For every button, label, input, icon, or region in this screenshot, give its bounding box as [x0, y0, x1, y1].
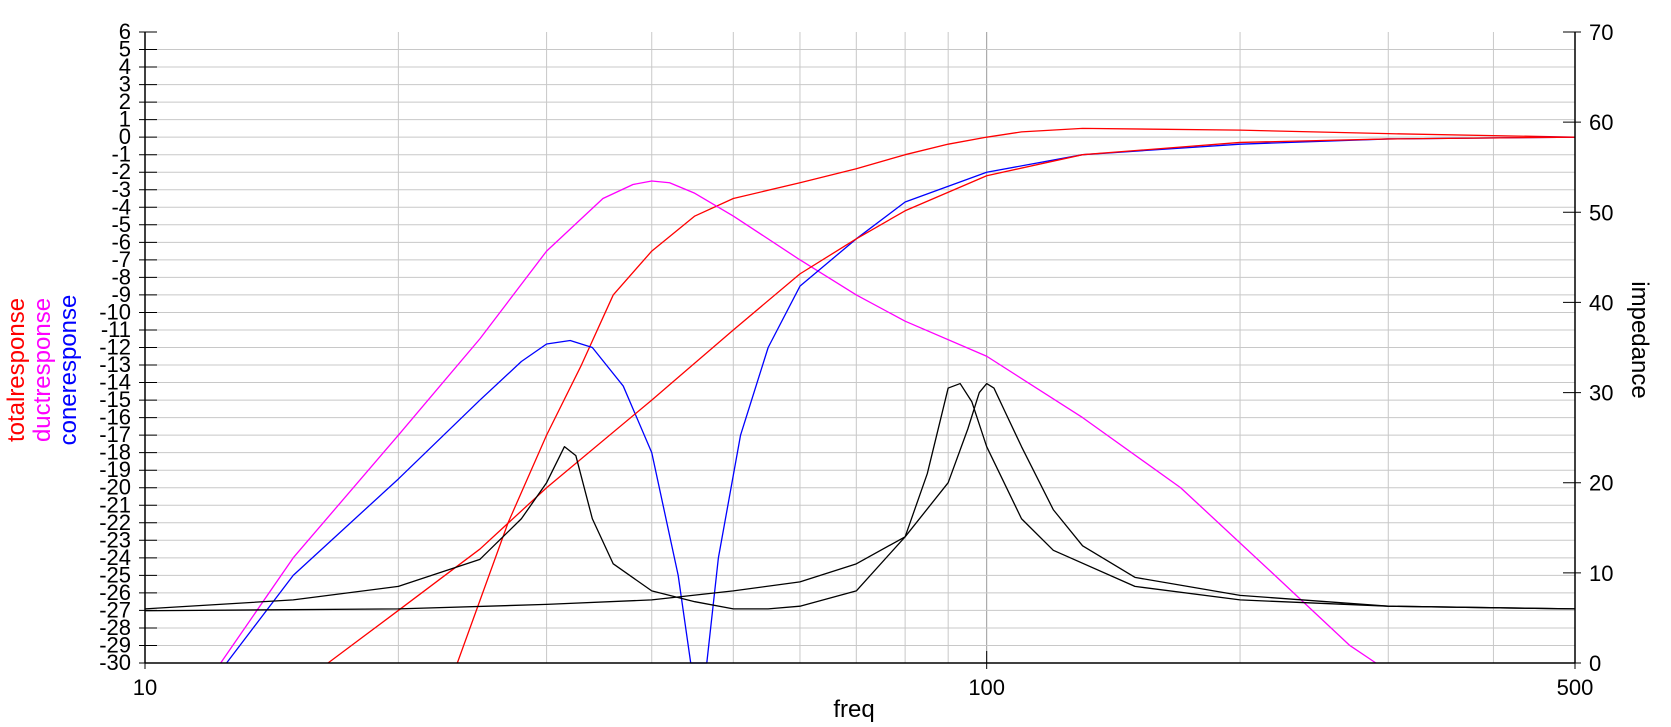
y-right-tick-label: 30 — [1589, 381, 1613, 406]
y-left-tick-label: -14 — [99, 370, 131, 395]
y-left-tick-label: -18 — [99, 440, 131, 465]
y-right-tick-label: 40 — [1589, 290, 1613, 315]
y-left-tick-label: -21 — [99, 492, 131, 517]
y-left-tick-label: -4 — [111, 194, 131, 219]
y-left-tick-label: 2 — [119, 89, 131, 114]
y-right-tick-label: 50 — [1589, 200, 1613, 225]
y-right-tick-label: 60 — [1589, 110, 1613, 135]
y-left-tick-label: -30 — [99, 650, 131, 675]
y-left-title-duct: ductresponse — [29, 298, 56, 442]
y-left-tick-label: -7 — [111, 247, 131, 272]
y-left-tick-label: -5 — [111, 212, 131, 237]
y-left-tick-label: 4 — [119, 54, 131, 79]
y-left-tick-label: -3 — [111, 177, 131, 202]
y-left-tick-label: -19 — [99, 457, 131, 482]
y-left-tick-label: -11 — [101, 317, 131, 342]
x-tick-label: 100 — [968, 675, 1005, 700]
y-right-axis-title: impedance — [1626, 281, 1653, 398]
series-layer — [144, 127, 1576, 664]
y-left-tick-label: -25 — [99, 562, 131, 587]
y-left-tick-label: -28 — [99, 615, 131, 640]
y-right-tick-label: 10 — [1589, 561, 1613, 586]
series-line-curve-4 — [144, 382, 1576, 610]
y-left-ticks: 6543210-1-2-3-4-5-6-7-8-9-10-11-12-13-14… — [99, 19, 157, 675]
y-left-tick-label: -10 — [99, 299, 131, 324]
y-left-tick-label: -26 — [99, 580, 131, 605]
y-left-tick-label: 0 — [119, 124, 131, 149]
x-tick-label: 500 — [1557, 675, 1594, 700]
y-right-tick-label: 0 — [1589, 651, 1601, 676]
y-left-tick-label: -1 — [111, 142, 131, 167]
y-left-tick-label: 3 — [119, 72, 131, 97]
y-right-tick-label: 20 — [1589, 471, 1613, 496]
y-left-tick-label: -9 — [111, 282, 131, 307]
y-left-tick-label: 5 — [119, 37, 131, 62]
y-left-tick-label: -12 — [99, 335, 131, 360]
y-left-tick-label: -16 — [99, 405, 131, 430]
x-tick-label: 10 — [133, 675, 157, 700]
series-line-ductresponse — [220, 180, 1377, 664]
series-line-totalresponse — [456, 127, 1576, 664]
y-left-tick-label: -6 — [111, 229, 131, 254]
y-right-ticks: 70 60 50 40 30 20 10 0 — [1563, 20, 1613, 676]
y-left-tick-label: -27 — [99, 597, 131, 622]
y-left-tick-label: 6 — [119, 19, 131, 44]
y-left-title-cone: coneresponse — [55, 295, 82, 446]
y-left-tick-label: -22 — [99, 510, 131, 535]
series-line-curve-5 — [144, 382, 1576, 612]
y-left-tick-label: -13 — [99, 352, 131, 377]
y-left-tick-label: -15 — [99, 387, 131, 412]
x-ticks: 10 100 500 — [133, 651, 1594, 700]
series-line-curve-3 — [327, 136, 1576, 664]
y-left-tick-label: -20 — [99, 475, 131, 500]
y-left-tick-label: -24 — [99, 545, 131, 570]
y-left-tick-label: -2 — [111, 159, 131, 184]
y-left-tick-label: 1 — [119, 107, 131, 132]
grid — [145, 32, 1575, 663]
y-right-tick-label: 70 — [1589, 20, 1613, 45]
x-axis-title: freq — [833, 696, 874, 723]
y-left-tick-label: -29 — [99, 632, 131, 657]
y-left-axis-titles: totalresponse ductresponse coneresponse — [3, 295, 82, 446]
y-left-tick-label: -8 — [111, 264, 131, 289]
y-left-title-total: totalresponse — [3, 298, 30, 442]
y-left-tick-label: -17 — [99, 422, 131, 447]
y-left-tick-label: -23 — [99, 527, 131, 552]
